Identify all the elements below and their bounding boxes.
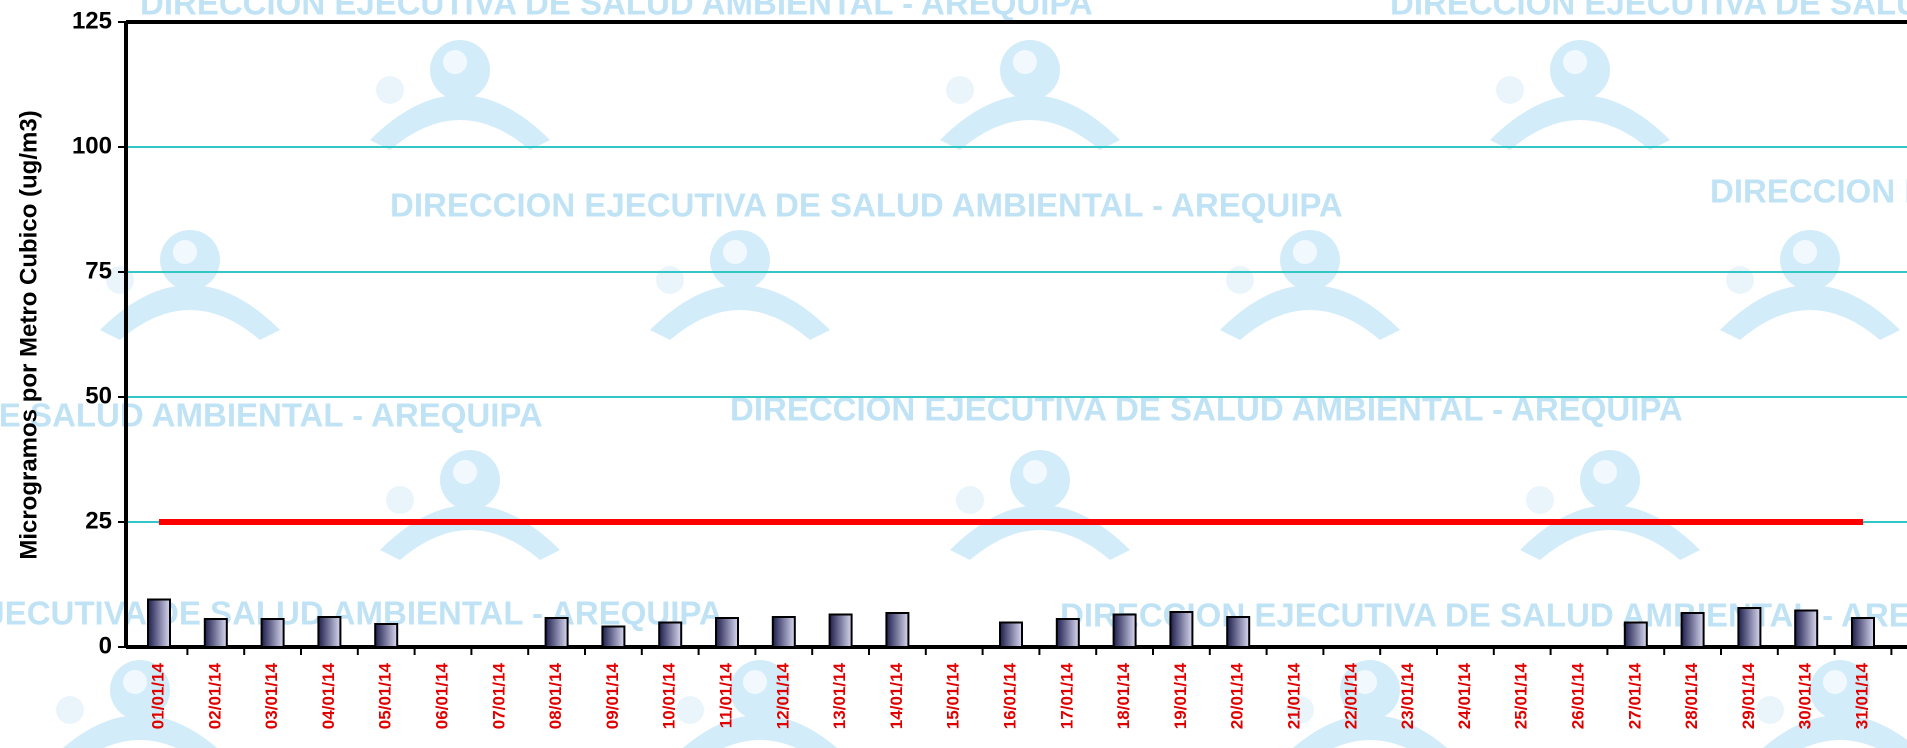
x-tick-label: 06/01/14 (432, 662, 451, 729)
y-tick-label: 25 (85, 507, 112, 534)
bar (773, 617, 795, 647)
bar (1852, 618, 1874, 647)
x-tick-label: 09/01/14 (603, 662, 622, 729)
x-tick-label: 19/01/14 (1171, 662, 1190, 729)
x-tick-label: 23/01/14 (1398, 662, 1417, 729)
chart: DIRECCION EJECUTIVA DE SALUD AMBIENTAL -… (0, 0, 1907, 748)
x-tick-label: 31/01/14 (1852, 662, 1871, 729)
x-tick-label: 04/01/14 (319, 662, 338, 729)
x-tick-label: 07/01/14 (489, 662, 508, 729)
y-tick-label: 125 (72, 7, 112, 34)
bar (375, 624, 397, 647)
watermark: DIRECCION EJECUTIVA DE SALUD AMBIENTAL -… (1390, 0, 1907, 22)
x-tick-label: 29/01/14 (1739, 662, 1758, 729)
bar (1625, 623, 1647, 648)
watermark: DIRECCION EJECUTIVA DE SALUD AMBIENTAL -… (0, 397, 543, 434)
bar (318, 617, 340, 647)
y-tick-label: 50 (85, 382, 112, 409)
x-tick-label: 05/01/14 (376, 662, 395, 729)
bar (1738, 608, 1760, 647)
x-tick-label: 26/01/14 (1568, 662, 1587, 729)
bar (262, 619, 284, 647)
x-tick-label: 16/01/14 (1000, 662, 1019, 729)
bar (1682, 613, 1704, 647)
y-tick-label: 75 (85, 257, 112, 284)
bar (659, 623, 681, 648)
x-tick-label: 12/01/14 (773, 662, 792, 729)
x-tick-label: 02/01/14 (205, 662, 224, 729)
bar (1795, 611, 1817, 648)
watermark: DIRECCION EJECUTIVA DE SALUD AMBIENTAL -… (390, 187, 1343, 224)
bar (1227, 617, 1249, 647)
bar (602, 627, 624, 648)
bar (886, 613, 908, 647)
bar (148, 600, 170, 648)
x-tick-label: 14/01/14 (887, 662, 906, 729)
x-tick-label: 08/01/14 (546, 662, 565, 729)
y-tick-label: 100 (72, 132, 112, 159)
bar (830, 615, 852, 648)
x-tick-label: 25/01/14 (1512, 662, 1531, 729)
x-tick-label: 01/01/14 (148, 662, 167, 729)
watermark: DIRECCION EJECUTIVA DE SALUD AMBIENTAL -… (1710, 173, 1907, 210)
x-tick-label: 03/01/14 (262, 662, 281, 729)
x-tick-label: 20/01/14 (1228, 662, 1247, 729)
x-tick-label: 11/01/14 (716, 662, 735, 728)
watermark: DIRECCION EJECUTIVA DE SALUD AMBIENTAL -… (140, 0, 1093, 22)
y-axis-label: Microgramos por Metro Cubico (ug/m3) (15, 110, 42, 559)
x-tick-label: 24/01/14 (1455, 662, 1474, 729)
x-tick-label: 30/01/14 (1796, 662, 1815, 729)
x-tick-label: 10/01/14 (660, 662, 679, 729)
x-tick-label: 17/01/14 (1057, 662, 1076, 729)
bar (546, 618, 568, 647)
x-tick-label: 22/01/14 (1341, 662, 1360, 729)
bar (1057, 619, 1079, 647)
bar (1114, 615, 1136, 648)
x-tick-label: 18/01/14 (1114, 662, 1133, 729)
bar (205, 619, 227, 647)
x-tick-label: 27/01/14 (1625, 662, 1644, 729)
bar (1170, 612, 1192, 647)
x-tick-label: 28/01/14 (1682, 662, 1701, 729)
y-tick-label: 0 (99, 632, 112, 659)
x-tick-label: 21/01/14 (1284, 662, 1303, 729)
bar (1000, 623, 1022, 648)
x-tick-label: 13/01/14 (830, 662, 849, 729)
bar (716, 618, 738, 647)
page: {"chart_data": {"type": "bar", "y_label"… (0, 0, 1907, 748)
x-tick-label: 15/01/14 (944, 662, 963, 729)
